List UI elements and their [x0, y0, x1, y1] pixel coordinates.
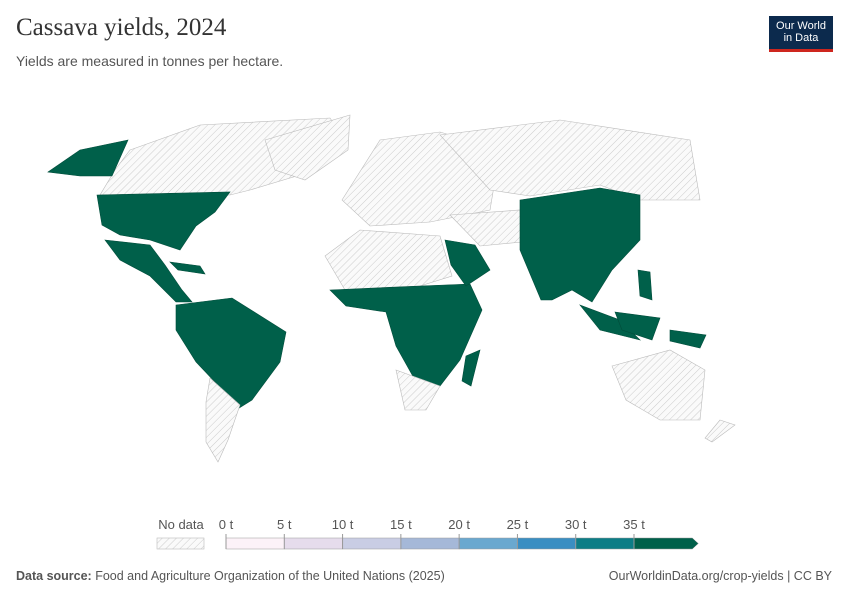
- legend-tick-label: 25 t: [507, 517, 529, 532]
- footer-source: Data source: Food and Agriculture Organi…: [16, 569, 445, 583]
- legend-tick-label: 0 t: [219, 517, 234, 532]
- middle-east[interactable]: [449, 209, 523, 247]
- borneo-sulawesi[interactable]: [614, 311, 661, 341]
- legend-no-data-label: No data: [158, 517, 204, 532]
- legend-bin[interactable]: [517, 537, 576, 550]
- countries: [47, 114, 736, 463]
- logo-line: in Data: [783, 32, 819, 44]
- legend-bin[interactable]: [284, 537, 343, 550]
- legend-bin[interactable]: [225, 537, 285, 550]
- legend-bin[interactable]: [400, 537, 460, 550]
- title: Cassava yields, 2024: [16, 14, 227, 41]
- greenland[interactable]: [264, 114, 351, 181]
- new-zealand[interactable]: [704, 419, 736, 443]
- southern-africa[interactable]: [395, 369, 441, 411]
- south-america[interactable]: [175, 297, 287, 411]
- source-label: Data source:: [16, 569, 92, 583]
- southern-cone[interactable]: [205, 377, 241, 463]
- mexico-central-america[interactable]: [104, 239, 193, 303]
- legend-bin-open[interactable]: [633, 537, 699, 550]
- legend-tick-label: 10 t: [332, 517, 354, 532]
- subtitle: Yields are measured in tonnes per hectar…: [16, 53, 284, 69]
- australia[interactable]: [611, 349, 706, 421]
- legend-tick-label: 20 t: [448, 517, 470, 532]
- legend: No data 0 t 5 t 10 t 15 t 20 t 25 t 30 t 35 t: [156, 517, 699, 550]
- legend-bin[interactable]: [575, 537, 635, 550]
- madagascar[interactable]: [461, 349, 481, 387]
- caribbean[interactable]: [169, 261, 206, 275]
- legend-tick-label: 35 t: [623, 517, 645, 532]
- usa[interactable]: [96, 191, 231, 251]
- legend-tick-label: 5 t: [277, 517, 292, 532]
- philippines[interactable]: [637, 269, 653, 301]
- footer-url[interactable]: OurWorldinData.org/crop-yields | CC BY: [608, 569, 832, 583]
- legend-bin[interactable]: [342, 537, 402, 550]
- legend-bin[interactable]: [458, 537, 518, 550]
- source: Food and Agriculture Organization of the…: [95, 569, 445, 583]
- tropical-africa[interactable]: [329, 283, 483, 387]
- logo[interactable]: Our World in Data: [769, 16, 833, 52]
- legend-tick-label: 30 t: [565, 517, 587, 532]
- legend-tick-label: 15 t: [390, 517, 412, 532]
- legend-no-data-swatch[interactable]: [156, 537, 205, 550]
- south-east-asia[interactable]: [519, 187, 641, 303]
- new-guinea[interactable]: [669, 329, 707, 349]
- north-africa[interactable]: [324, 229, 453, 291]
- saudi-arabia[interactable]: [444, 239, 491, 287]
- logo-line: Our World: [776, 20, 826, 32]
- alaska[interactable]: [47, 139, 129, 177]
